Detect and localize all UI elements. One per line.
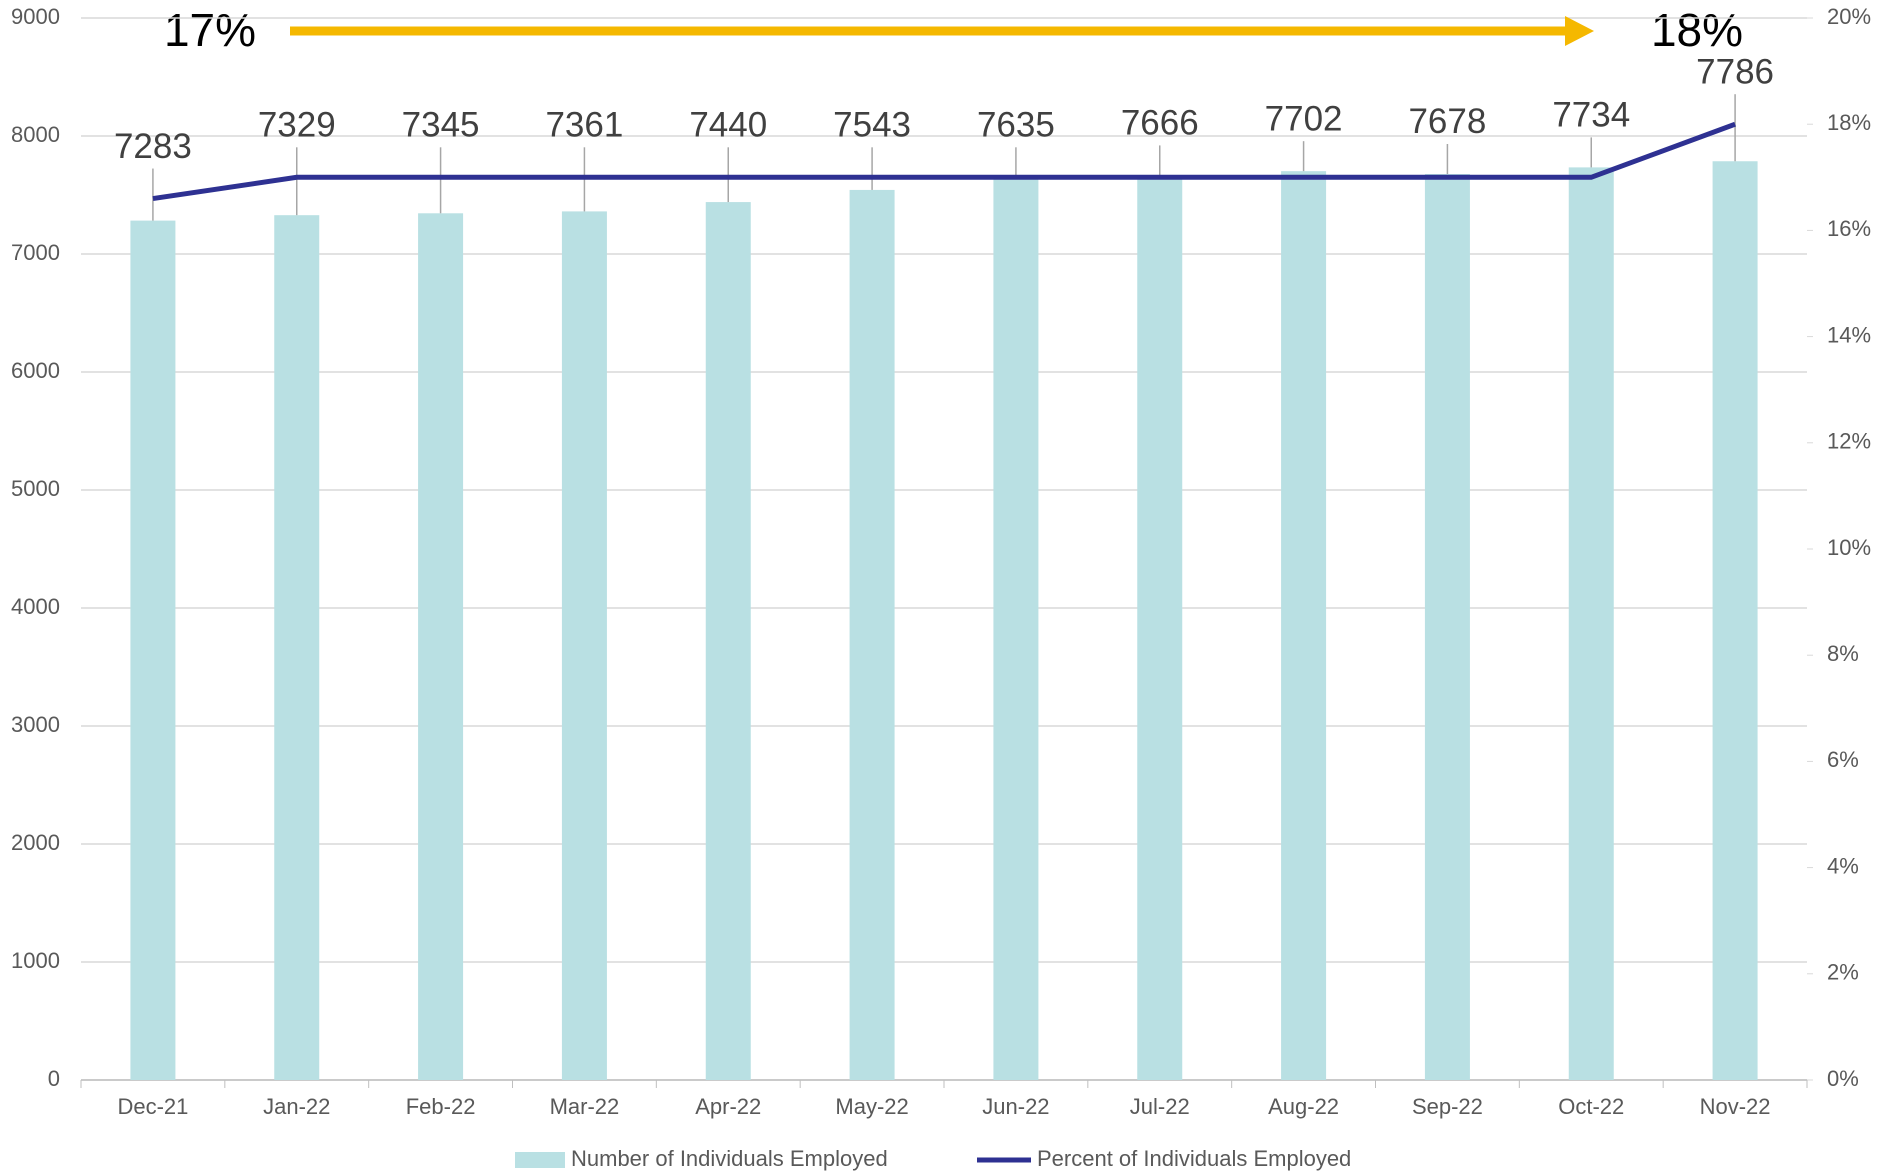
- y2-tick-label: 16%: [1827, 216, 1871, 241]
- bar: [561, 211, 607, 1081]
- bar: [993, 179, 1039, 1080]
- data-label: 7361: [545, 106, 623, 145]
- x-tick-label: Sep-22: [1412, 1094, 1483, 1119]
- y2-tick-label: 20%: [1827, 4, 1871, 29]
- x-tick-label: Apr-22: [695, 1094, 761, 1119]
- y2-tick-label: 12%: [1827, 429, 1871, 454]
- x-tick-label: Jun-22: [982, 1094, 1049, 1119]
- bar: [418, 213, 464, 1081]
- y-tick-label: 0: [48, 1066, 60, 1091]
- bar: [705, 202, 751, 1080]
- y-tick-label: 2000: [11, 830, 60, 855]
- x-tick-label: Oct-22: [1558, 1094, 1624, 1119]
- x-tick-label: Aug-22: [1268, 1094, 1339, 1119]
- data-label: 7283: [114, 127, 192, 166]
- x-tick-label: Mar-22: [550, 1094, 620, 1119]
- y-tick-label: 8000: [11, 122, 60, 147]
- y-tick-label: 6000: [11, 358, 60, 383]
- bar: [1568, 167, 1614, 1080]
- y-tick-label: 4000: [11, 594, 60, 619]
- x-tick-label: Feb-22: [406, 1094, 476, 1119]
- y-tick-label: 7000: [11, 240, 60, 265]
- data-label: 7635: [977, 106, 1055, 145]
- data-label: 7678: [1408, 102, 1486, 141]
- y2-tick-label: 10%: [1827, 535, 1871, 560]
- arrow-head: [1565, 16, 1594, 46]
- data-label: 7734: [1552, 96, 1630, 135]
- y-tick-label: 3000: [11, 712, 60, 737]
- annotation: 18%: [1651, 4, 1743, 56]
- x-tick-label: Dec-21: [117, 1094, 188, 1119]
- data-label: 7543: [833, 106, 911, 145]
- y-tick-label: 5000: [11, 476, 60, 501]
- y2-tick-label: 14%: [1827, 322, 1871, 347]
- line: [152, 121, 1736, 202]
- annotation: 17%: [164, 4, 256, 56]
- y2-tick-label: 6%: [1827, 747, 1859, 772]
- y2-tick-label: 8%: [1827, 641, 1859, 666]
- bar: [1424, 173, 1470, 1081]
- y2-tick-label: 2%: [1827, 960, 1859, 985]
- x-tick-label: May-22: [835, 1094, 908, 1119]
- legend-label: Percent of Individuals Employed: [1037, 1146, 1351, 1171]
- x-tick-label: Jan-22: [263, 1094, 330, 1119]
- data-label: 7666: [1121, 104, 1199, 143]
- y2-tick-label: 4%: [1827, 853, 1859, 878]
- legend-swatch: [515, 1152, 565, 1168]
- data-label: 7786: [1696, 52, 1774, 91]
- data-label: 7702: [1265, 99, 1343, 138]
- x-tick-label: Nov-22: [1700, 1094, 1771, 1119]
- bar: [1712, 161, 1758, 1080]
- bar: [274, 215, 320, 1081]
- y-tick-label: 1000: [11, 948, 60, 973]
- legend-label: Number of Individuals Employed: [571, 1146, 888, 1171]
- data-label: 7440: [689, 106, 767, 145]
- bar: [849, 189, 895, 1080]
- bar: [1281, 171, 1327, 1080]
- data-label: 7345: [402, 106, 480, 145]
- y-tick-label: 9000: [11, 4, 60, 29]
- y2-tick-label: 0%: [1827, 1066, 1859, 1091]
- bar: [130, 220, 176, 1080]
- bar: [1137, 175, 1183, 1081]
- x-tick-label: Jul-22: [1130, 1094, 1190, 1119]
- data-label: 7329: [258, 106, 336, 145]
- y2-tick-label: 18%: [1827, 110, 1871, 135]
